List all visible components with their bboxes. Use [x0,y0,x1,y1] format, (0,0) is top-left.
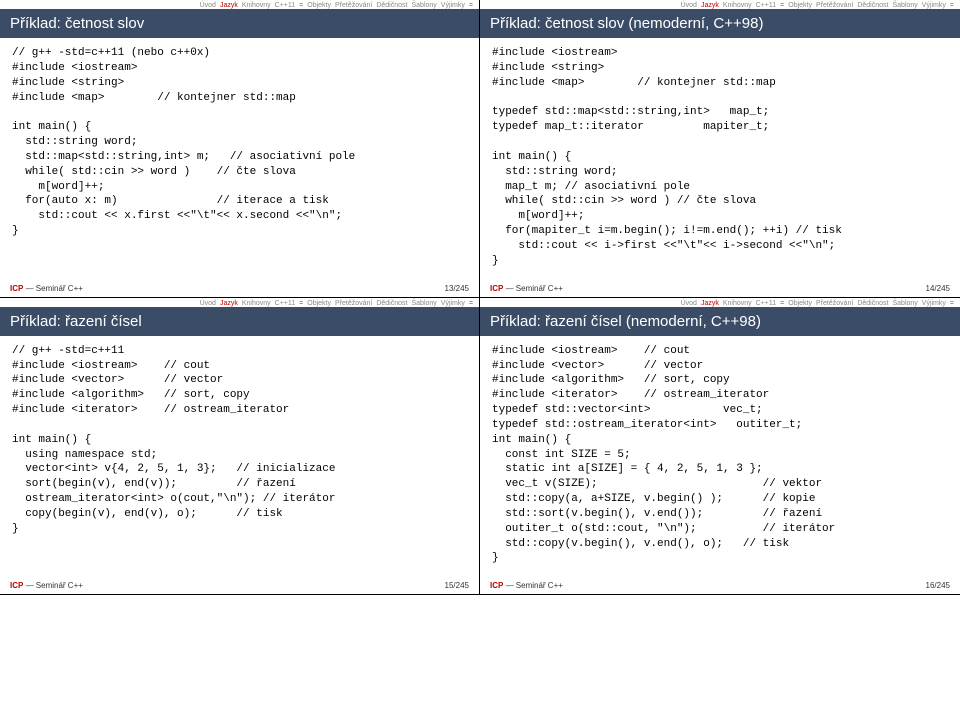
nav-item[interactable]: Objekty [788,2,812,9]
nav-item[interactable]: Úvod [200,2,216,9]
nav-item[interactable]: Přetěžování [816,2,853,9]
slide-content: #include <iostream> // cout #include <ve… [480,336,960,575]
nav-item[interactable]: = [469,2,473,9]
nav-item[interactable]: = [299,300,303,307]
slide-footer: ICP — Seminář C++ 16/245 [490,581,950,590]
nav-bar: ÚvodJazykKnihovnyC++11=ObjektyPřetěžován… [0,0,479,9]
slide-content: // g++ -std=c++11 #include <iostream> //… [0,336,479,545]
nav-bar: ÚvodJazykKnihovnyC++11=ObjektyPřetěžován… [480,0,960,9]
nav-item[interactable]: Objekty [307,300,331,307]
nav-item[interactable]: = [299,2,303,9]
code-block: #include <iostream> // cout #include <ve… [492,344,948,567]
slide-footer: ICP — Seminář C++ 13/245 [10,284,469,293]
nav-item[interactable]: Výjimky [922,300,946,307]
nav-item[interactable]: Šablony [892,300,917,307]
nav-item[interactable]: Šablony [892,2,917,9]
footer-left: ICP — Seminář C++ [10,581,83,590]
page-number: 13/245 [445,284,469,293]
nav-item[interactable]: Šablony [411,2,436,9]
page-number: 16/245 [926,581,950,590]
slide-grid: ÚvodJazykKnihovnyC++11=ObjektyPřetěžován… [0,0,960,595]
code-block: #include <iostream> #include <string> #i… [492,46,948,269]
nav-item[interactable]: Knihovny [242,2,271,9]
slide-title: Příklad: řazení čísel (nemoderní, C++98) [480,307,960,336]
slide-title: Příklad: řazení čísel [0,307,479,336]
slide-2: ÚvodJazykKnihovnyC++11=ObjektyPřetěžován… [480,0,960,298]
nav-item[interactable]: Objekty [307,2,331,9]
slide-content: #include <iostream> #include <string> #i… [480,38,960,277]
nav-item[interactable]: = [469,300,473,307]
nav-item[interactable]: Dědičnost [857,300,888,307]
nav-item[interactable]: Jazyk [701,300,719,307]
nav-item[interactable]: = [950,300,954,307]
nav-item[interactable]: Dědičnost [857,2,888,9]
slide-3: ÚvodJazykKnihovnyC++11=ObjektyPřetěžován… [0,298,480,596]
code-block: // g++ -std=c++11 (nebo c++0x) #include … [12,46,467,239]
nav-item[interactable]: C++11 [275,300,296,307]
nav-item[interactable]: C++11 [756,2,777,9]
nav-item[interactable]: Přetěžování [335,300,372,307]
slide-4: ÚvodJazykKnihovnyC++11=ObjektyPřetěžován… [480,298,960,596]
nav-item[interactable]: Jazyk [220,300,238,307]
nav-bar: ÚvodJazykKnihovnyC++11=ObjektyPřetěžován… [0,298,479,307]
nav-item[interactable]: Přetěžování [816,300,853,307]
nav-item[interactable]: Přetěžování [335,2,372,9]
nav-item[interactable]: Objekty [788,300,812,307]
nav-item[interactable]: C++11 [275,2,296,9]
slide-title: Příklad: četnost slov (nemoderní, C++98) [480,9,960,38]
slide-title: Příklad: četnost slov [0,9,479,38]
slide-1: ÚvodJazykKnihovnyC++11=ObjektyPřetěžován… [0,0,480,298]
nav-item[interactable]: Výjimky [441,300,465,307]
nav-item[interactable]: Dědičnost [376,300,407,307]
nav-item[interactable]: C++11 [756,300,777,307]
nav-bar: ÚvodJazykKnihovnyC++11=ObjektyPřetěžován… [480,298,960,307]
nav-item[interactable]: Knihovny [723,300,752,307]
nav-item[interactable]: = [780,2,784,9]
nav-item[interactable]: Výjimky [441,2,465,9]
nav-item[interactable]: Výjimky [922,2,946,9]
slide-content: // g++ -std=c++11 (nebo c++0x) #include … [0,38,479,247]
code-block: // g++ -std=c++11 #include <iostream> //… [12,344,467,537]
nav-item[interactable]: Úvod [681,300,697,307]
footer-left: ICP — Seminář C++ [490,284,563,293]
nav-item[interactable]: = [780,300,784,307]
nav-item[interactable]: Dědičnost [376,2,407,9]
footer-left: ICP — Seminář C++ [10,284,83,293]
nav-item[interactable]: Jazyk [701,2,719,9]
slide-footer: ICP — Seminář C++ 15/245 [10,581,469,590]
nav-item[interactable]: = [950,2,954,9]
nav-item[interactable]: Knihovny [723,2,752,9]
slide-footer: ICP — Seminář C++ 14/245 [490,284,950,293]
page-number: 14/245 [926,284,950,293]
footer-left: ICP — Seminář C++ [490,581,563,590]
nav-item[interactable]: Úvod [681,2,697,9]
nav-item[interactable]: Úvod [200,300,216,307]
page-number: 15/245 [445,581,469,590]
nav-item[interactable]: Knihovny [242,300,271,307]
nav-item[interactable]: Jazyk [220,2,238,9]
nav-item[interactable]: Šablony [411,300,436,307]
